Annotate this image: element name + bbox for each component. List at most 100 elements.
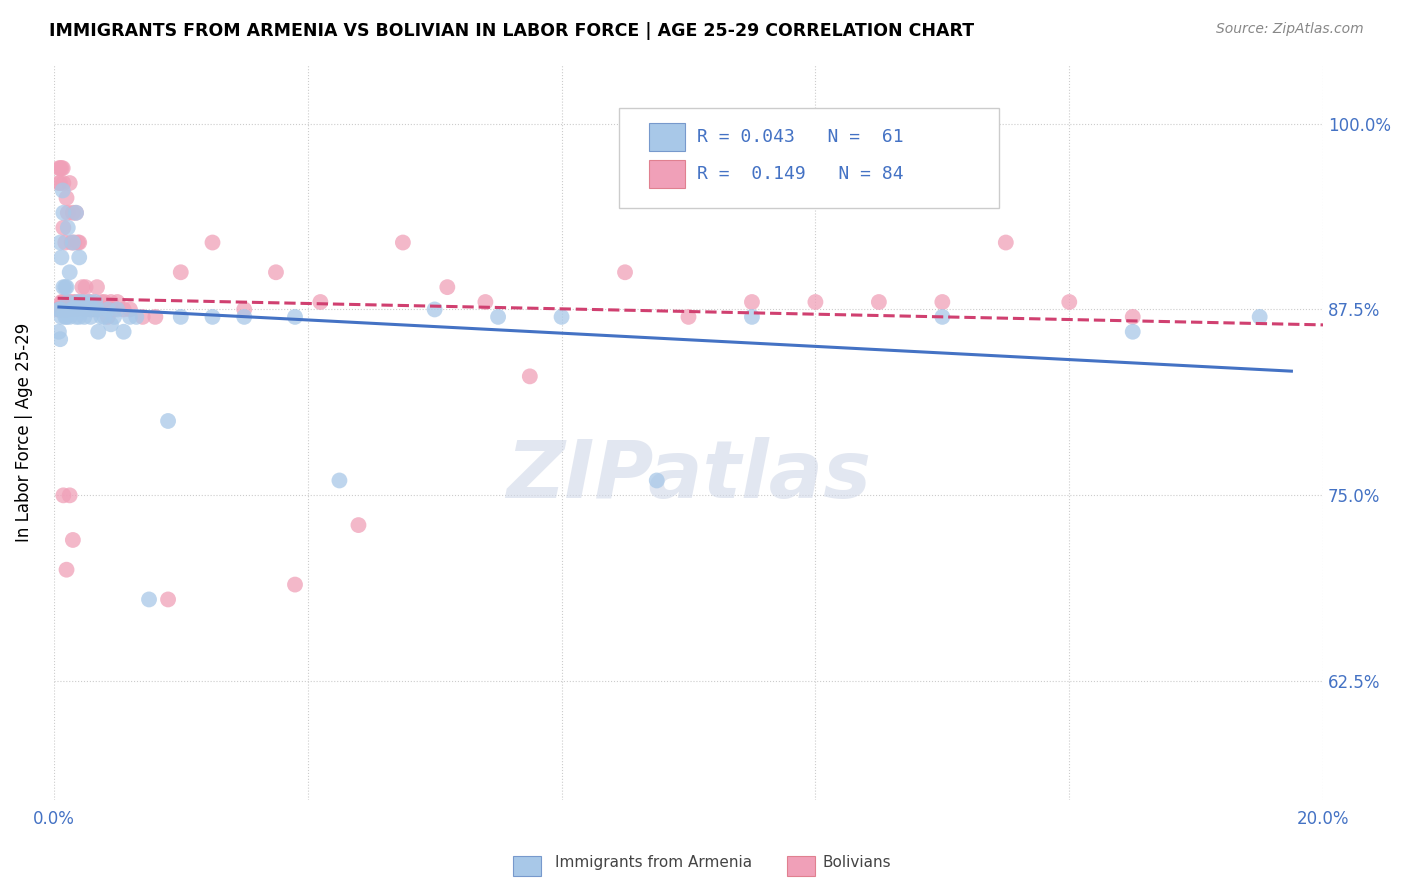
Point bbox=[49, 235, 72, 250]
Point bbox=[931, 310, 953, 324]
Point bbox=[59, 302, 82, 317]
Point bbox=[51, 310, 73, 324]
Point bbox=[62, 206, 84, 220]
Point bbox=[53, 302, 76, 317]
Point bbox=[103, 310, 125, 324]
Point bbox=[284, 577, 307, 591]
Point bbox=[53, 310, 76, 324]
Point bbox=[62, 235, 84, 250]
Point bbox=[52, 302, 75, 317]
Point bbox=[112, 325, 135, 339]
Point bbox=[87, 302, 110, 317]
Point bbox=[1122, 325, 1144, 339]
Point bbox=[423, 302, 446, 317]
Point bbox=[52, 184, 75, 198]
Point bbox=[233, 310, 256, 324]
Point bbox=[97, 310, 120, 324]
Point bbox=[52, 206, 75, 220]
Point bbox=[75, 302, 97, 317]
Point bbox=[49, 302, 72, 317]
Point bbox=[347, 518, 370, 533]
Point bbox=[201, 235, 224, 250]
Point bbox=[86, 280, 108, 294]
Point bbox=[157, 592, 180, 607]
Text: R = 0.043   N =  61: R = 0.043 N = 61 bbox=[697, 128, 904, 146]
Point bbox=[62, 295, 84, 310]
Point bbox=[436, 280, 458, 294]
Point bbox=[97, 302, 120, 317]
Point bbox=[519, 369, 541, 384]
Point bbox=[79, 302, 101, 317]
Point bbox=[84, 295, 107, 310]
Point bbox=[56, 302, 79, 317]
Point bbox=[103, 302, 125, 317]
Point bbox=[49, 332, 72, 346]
Point bbox=[51, 295, 73, 310]
Point bbox=[55, 563, 77, 577]
Text: R =  0.149   N = 84: R = 0.149 N = 84 bbox=[697, 165, 904, 183]
Point bbox=[67, 251, 90, 265]
Point bbox=[77, 295, 100, 310]
Point bbox=[328, 474, 350, 488]
Point bbox=[118, 310, 141, 324]
Point bbox=[65, 206, 87, 220]
Point bbox=[67, 310, 90, 324]
Point bbox=[48, 176, 70, 190]
Point bbox=[80, 302, 103, 317]
Point bbox=[73, 310, 96, 324]
Point bbox=[62, 302, 84, 317]
Point bbox=[93, 295, 115, 310]
Point bbox=[65, 310, 87, 324]
Point bbox=[55, 280, 77, 294]
Point bbox=[59, 488, 82, 502]
Point bbox=[1249, 310, 1271, 324]
Point bbox=[46, 302, 69, 317]
Point bbox=[157, 414, 180, 428]
Point bbox=[48, 325, 70, 339]
Point bbox=[49, 176, 72, 190]
Point bbox=[48, 302, 70, 317]
Y-axis label: In Labor Force | Age 25-29: In Labor Force | Age 25-29 bbox=[15, 323, 32, 541]
Point bbox=[59, 310, 82, 324]
Point bbox=[741, 310, 763, 324]
Point bbox=[138, 592, 160, 607]
Point bbox=[52, 220, 75, 235]
Point bbox=[90, 295, 112, 310]
Point bbox=[59, 295, 82, 310]
Point bbox=[145, 310, 167, 324]
Point bbox=[65, 295, 87, 310]
Point bbox=[131, 310, 153, 324]
Point bbox=[56, 295, 79, 310]
Point bbox=[69, 302, 91, 317]
Point bbox=[51, 302, 73, 317]
Point bbox=[51, 161, 73, 176]
Point bbox=[474, 295, 496, 310]
Point bbox=[53, 302, 76, 317]
Point bbox=[100, 295, 122, 310]
Text: IMMIGRANTS FROM ARMENIA VS BOLIVIAN IN LABOR FORCE | AGE 25-29 CORRELATION CHART: IMMIGRANTS FROM ARMENIA VS BOLIVIAN IN L… bbox=[49, 22, 974, 40]
Point bbox=[931, 295, 953, 310]
Point bbox=[309, 295, 332, 310]
Text: Source: ZipAtlas.com: Source: ZipAtlas.com bbox=[1216, 22, 1364, 37]
Point bbox=[60, 235, 83, 250]
Point bbox=[52, 280, 75, 294]
Point bbox=[67, 235, 90, 250]
Point bbox=[62, 302, 84, 317]
Point bbox=[53, 235, 76, 250]
Point bbox=[53, 280, 76, 294]
Point bbox=[66, 295, 89, 310]
Point bbox=[100, 318, 122, 332]
Point bbox=[75, 280, 97, 294]
Point bbox=[84, 302, 107, 317]
Point bbox=[170, 265, 193, 279]
Point bbox=[1122, 310, 1144, 324]
Point bbox=[80, 295, 103, 310]
Point bbox=[63, 235, 86, 250]
Text: Immigrants from Armenia: Immigrants from Armenia bbox=[555, 855, 752, 870]
Point bbox=[741, 295, 763, 310]
Point bbox=[56, 220, 79, 235]
Point bbox=[79, 310, 101, 324]
FancyBboxPatch shape bbox=[619, 108, 1000, 208]
Point bbox=[52, 176, 75, 190]
Point bbox=[51, 251, 73, 265]
